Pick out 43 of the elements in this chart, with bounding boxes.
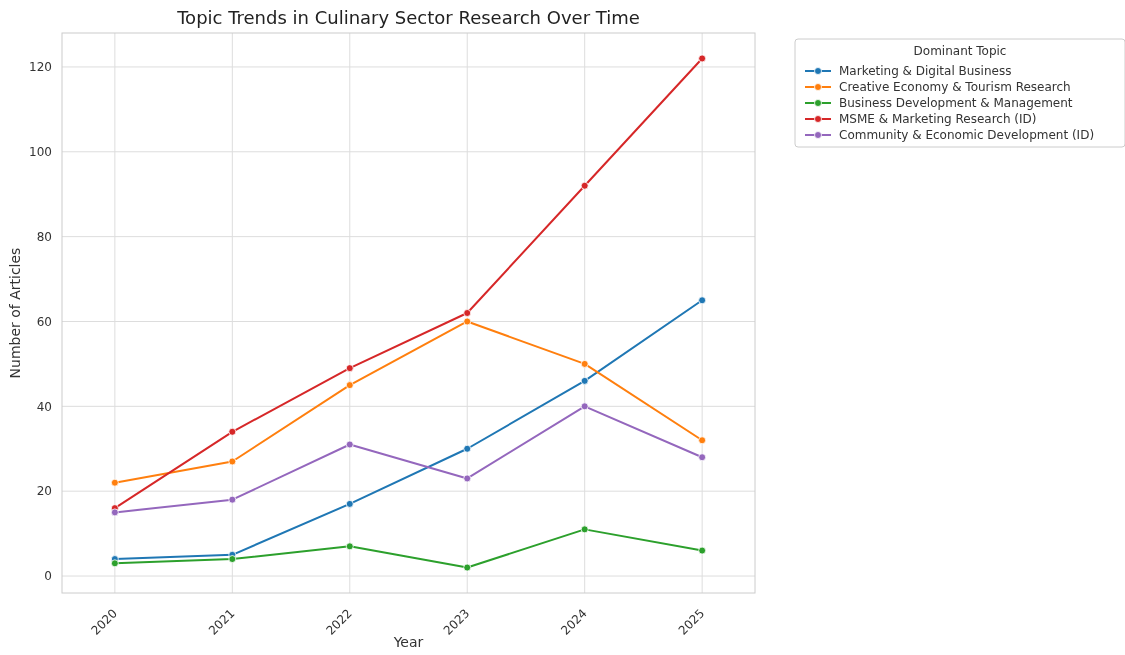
legend-label: Creative Economy & Tourism Research [839, 80, 1071, 95]
point [463, 474, 472, 483]
point [698, 436, 707, 445]
point [698, 453, 707, 462]
point [228, 457, 237, 466]
point [110, 508, 119, 517]
point [228, 427, 237, 436]
legend-label: Business Development & Management [839, 96, 1073, 111]
point [110, 478, 119, 487]
legend-label: MSME & Marketing Research (ID) [839, 112, 1037, 127]
point [345, 440, 354, 449]
point [228, 555, 237, 563]
y-tick-label: 20 [36, 484, 52, 499]
y-tick-label: 60 [36, 314, 52, 329]
legend-title: Dominant Topic [913, 44, 1007, 58]
point [580, 402, 589, 411]
x-axis-title: Year [392, 634, 424, 650]
point [580, 181, 589, 190]
y-tick-label: 40 [36, 399, 52, 414]
point [463, 444, 472, 453]
y-tick-label: 120 [29, 60, 52, 75]
legend-label: Community & Economic Development (ID) [839, 128, 1095, 143]
y-tick-label: 0 [44, 569, 52, 584]
legend-label: Marketing & Digital Business [839, 64, 1012, 79]
point [345, 381, 354, 390]
point [698, 54, 707, 63]
point [110, 559, 119, 568]
y-axis-title: Number of Articles [7, 247, 23, 379]
point [228, 495, 237, 504]
point [698, 296, 707, 305]
y-tick-label: 80 [36, 229, 52, 244]
point [345, 542, 354, 551]
point [345, 500, 354, 508]
point [698, 546, 707, 555]
y-tick-label: 100 [29, 144, 52, 159]
chart-title: Topic Trends in Culinary Sector Research Over Time [176, 7, 640, 28]
point [580, 360, 589, 368]
point [463, 309, 472, 317]
point [345, 364, 354, 373]
point [463, 563, 472, 572]
point [463, 317, 472, 326]
point [580, 525, 589, 534]
point [580, 376, 589, 385]
